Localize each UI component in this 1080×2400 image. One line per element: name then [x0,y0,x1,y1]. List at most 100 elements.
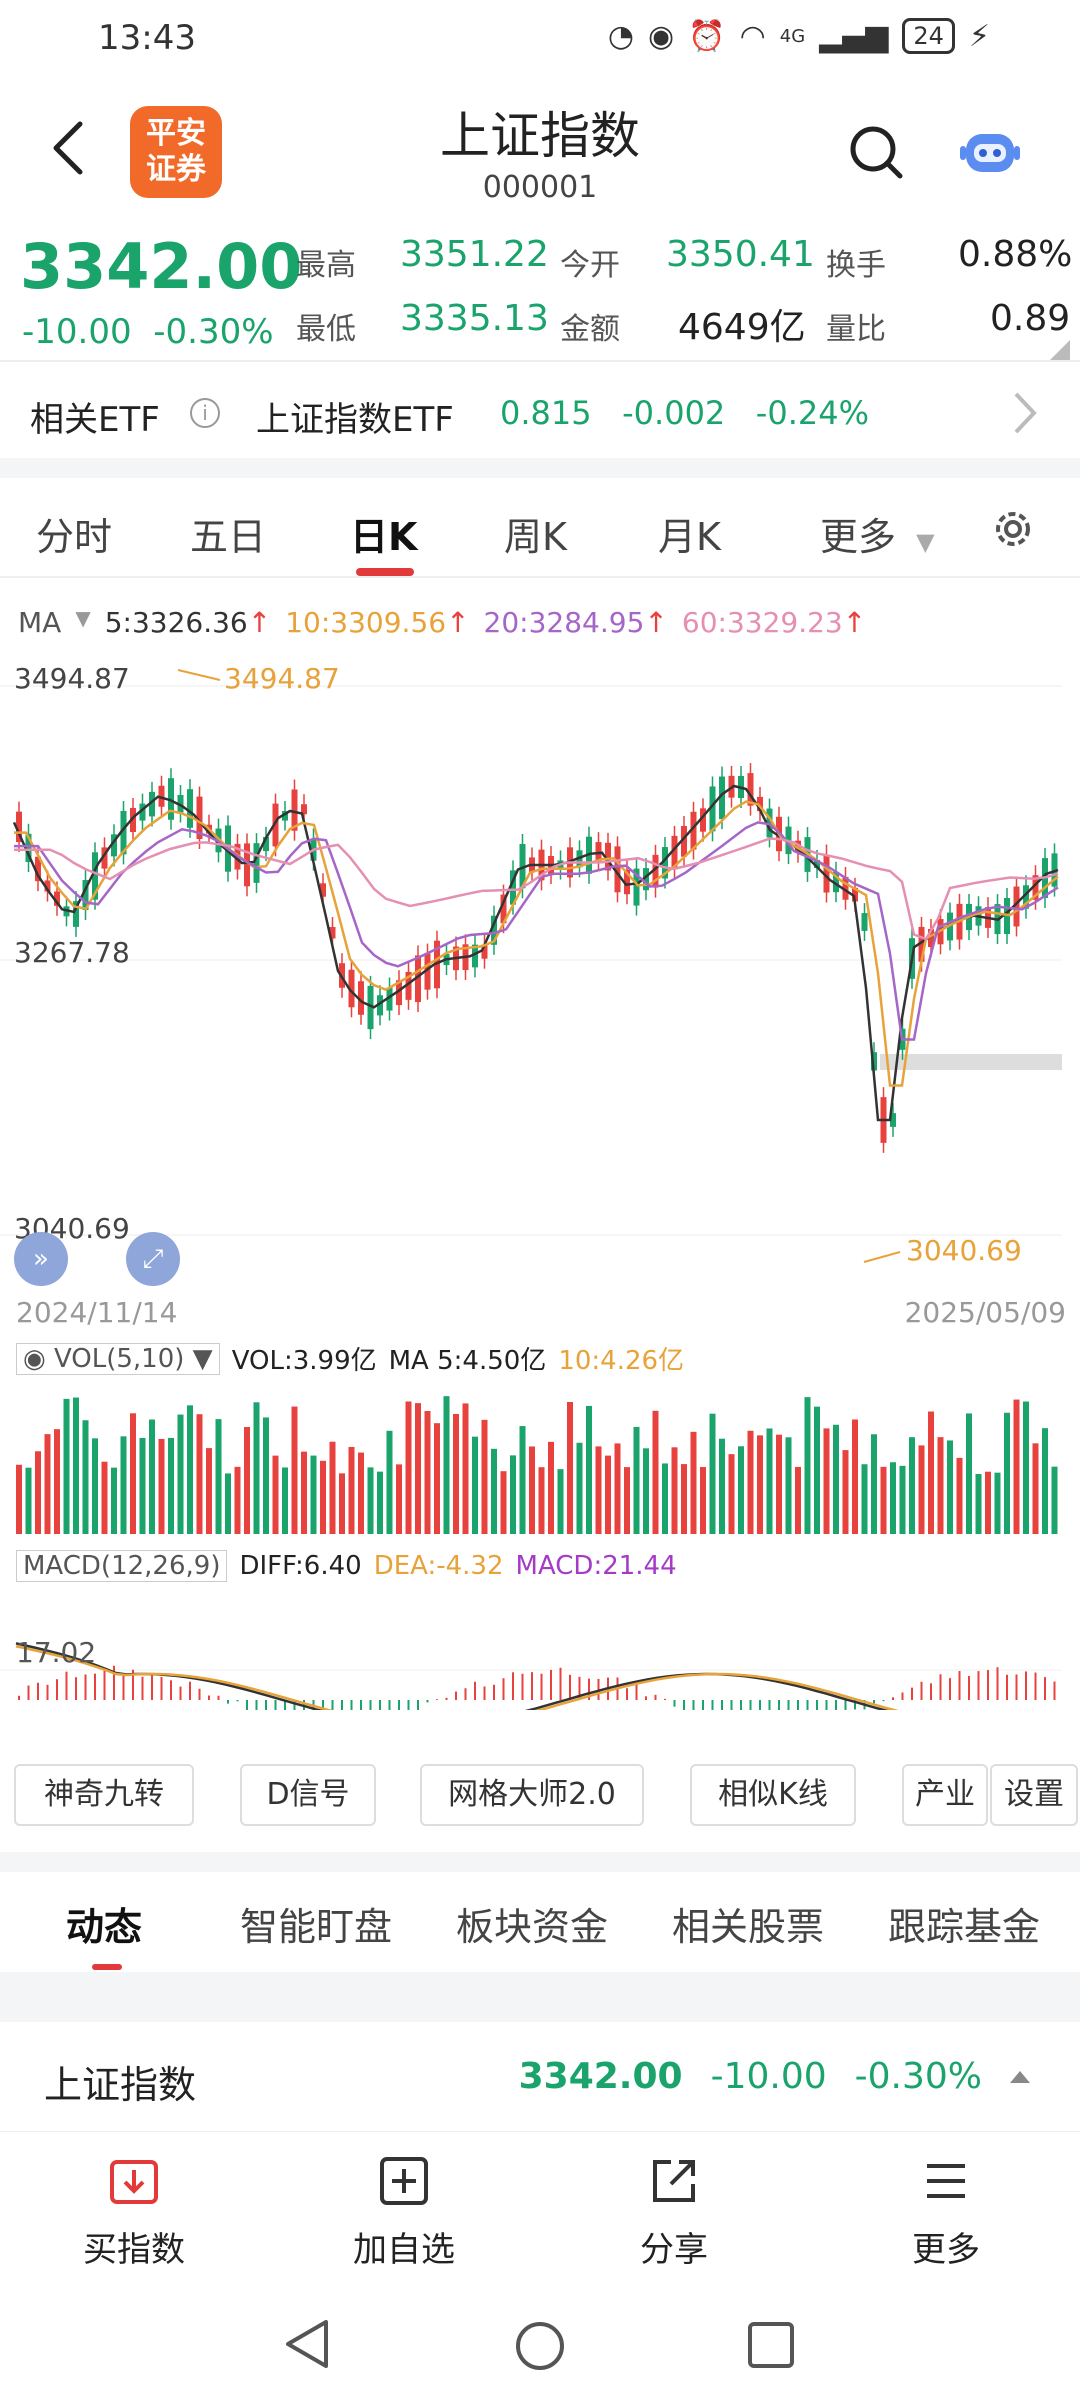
subtab-tracking-funds[interactable]: 跟踪基金 [888,1905,1041,1949]
kline-svg [0,669,1062,1710]
subtab-related-stocks[interactable]: 相关股票 [672,1905,825,1949]
system-recents-icon[interactable] [746,2320,796,2370]
related-etf-row[interactable]: 相关ETF i 上证指数ETF 0.815 -0.002 -0.24% [0,368,1080,458]
tool-settings[interactable]: 设置 [990,1764,1078,1826]
macd-bar [901,1692,904,1700]
volume-bar [415,1403,421,1534]
tab-more[interactable]: 更多 ▼ [820,515,935,559]
volume-bar [73,1397,79,1534]
expand-left-icon[interactable]: » [14,1232,68,1286]
peak-leader-line [177,669,221,681]
macd-bar [683,1700,685,1710]
volume-bar [348,1446,355,1534]
tool-nine-turn[interactable]: 神奇九转 [14,1764,194,1826]
robot-assistant-icon[interactable] [960,126,1020,178]
index-price: 3342.00 [518,2056,683,2097]
tab-intraday[interactable]: 分时 [36,515,113,559]
tool-industry[interactable]: 产业 [902,1764,988,1826]
volume-bar [823,1428,830,1534]
trough-annotation: 3040.69 [906,1234,1022,1267]
macd-bar [322,1700,324,1710]
volume-bar [329,1441,336,1534]
diff-line [15,1642,889,1710]
buy-index-button[interactable]: 买指数 [54,2154,214,2271]
kline-chart-area[interactable]: MA ▼ 5:3326.36↑ 10:3309.56↑ 20:3284.95↑ … [0,590,1080,1710]
ma-dropdown-icon[interactable]: ▼ [75,606,91,630]
volume-bar [852,1419,858,1534]
tool-similar-kline[interactable]: 相似K线 [690,1764,856,1826]
macd-bar [911,1687,913,1700]
low-value: 3335.13 [400,298,549,339]
volume-bar [424,1411,431,1534]
macd-bar [521,1673,524,1700]
low-label: 最低 [296,312,356,347]
volume-bar [1023,1401,1029,1534]
volume-bar [472,1436,478,1534]
gear-icon[interactable] [990,506,1036,552]
bottom-action-bar: 买指数 加自选 分享 更多 [0,2136,1080,2276]
section-divider [0,458,1080,478]
volume-bar [1051,1466,1058,1534]
volume-bar [301,1451,307,1534]
index-change: -10.00 [710,2056,827,2097]
tool-grid-master[interactable]: 网格大师2.0 [420,1764,644,1826]
system-home-icon[interactable] [512,2318,568,2374]
tab-monthly-k[interactable]: 月K [658,515,721,559]
macd-bar [1044,1677,1046,1700]
quote-panel: 3342.00 -10.00 -0.30% 最高 3351.22 今开 3350… [0,222,1080,362]
tab-daily-k[interactable]: 日K [350,515,418,559]
volume-bar [975,1473,982,1534]
search-icon[interactable] [846,122,906,182]
system-back-icon[interactable] [282,2318,332,2370]
chevron-right-icon[interactable] [1010,388,1040,438]
more-button[interactable]: 更多 [866,2154,1026,2271]
macd-bar [816,1700,818,1710]
eye-icon: ◉ [648,18,675,54]
macd-bar [227,1700,229,1704]
axis-high-label: 3494.87 [14,662,130,695]
volume-bar [538,1467,545,1534]
menu-icon [927,2164,965,2198]
fullscreen-icon[interactable]: ⤢ [126,1232,180,1286]
subtab-smart-watch[interactable]: 智能盯盘 [240,1905,393,1949]
macd-bar [958,1671,961,1700]
volume-legend: ◉ VOL(5,10) ▼ VOL:3.99亿 MA 5:4.50亿 10:4.… [16,1340,684,1377]
add-watchlist-button[interactable]: 加自选 [324,2154,484,2271]
volume-bar [956,1457,963,1534]
open-label: 今开 [560,248,620,283]
macd-bar [255,1700,258,1710]
volume-bar [462,1403,469,1534]
macd-bar [37,1682,39,1700]
volume-bar [158,1438,165,1534]
subtab-news[interactable]: 动态 [66,1905,143,1949]
volume-bar [367,1467,374,1534]
share-button[interactable]: 分享 [594,2154,754,2271]
macd-bar [578,1676,581,1700]
volume-bar [994,1472,1001,1534]
volume-bar [386,1430,393,1534]
back-arrow-icon[interactable] [48,118,88,178]
collapse-caret-icon[interactable] [1010,2070,1030,2083]
status-time: 13:43 [98,18,196,58]
tab-weekly-k[interactable]: 周K [504,515,567,559]
volume-bar [928,1411,934,1534]
macd-bar [806,1700,809,1710]
volume-bar [871,1434,877,1534]
expand-corner-icon[interactable] [1048,340,1070,360]
macd-bar [132,1669,134,1700]
macd-bar [65,1671,68,1700]
subtab-sector-funds[interactable]: 板块资金 [456,1905,609,1949]
etf-name: 上证指数ETF [256,400,454,440]
info-icon[interactable]: i [190,398,220,428]
volume-bar [1032,1443,1039,1534]
vol-indicator-selector[interactable]: ◉ VOL(5,10) ▼ [16,1342,220,1375]
end-date: 2025/05/09 [904,1296,1066,1329]
tool-d-signal[interactable]: D信号 [240,1764,376,1826]
volume-bar [966,1413,972,1534]
index-summary-row[interactable]: 上证指数 3342.00 -10.00 -0.30% [0,2022,1080,2132]
macd-bar [559,1667,562,1700]
tab-five-day[interactable]: 五日 [190,515,267,559]
macd-bar [949,1678,951,1700]
macd-bar [711,1700,714,1710]
macd-indicator-selector[interactable]: MACD(12,26,9) [16,1550,228,1582]
